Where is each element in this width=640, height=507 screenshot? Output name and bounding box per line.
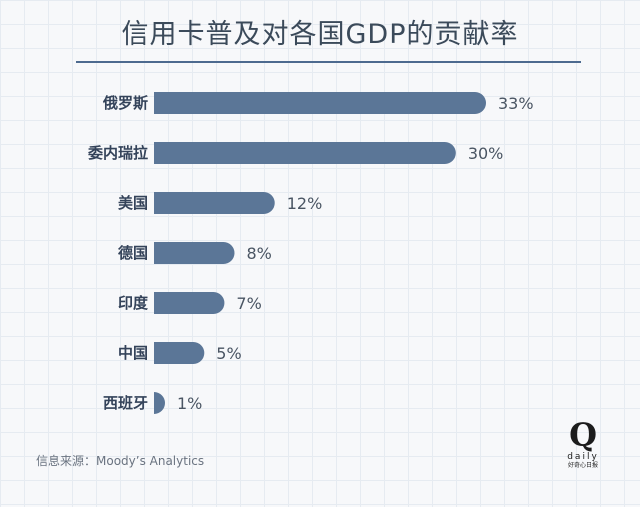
- source-note: 信息来源：Moody’s Analytics: [36, 454, 205, 468]
- category-label: 中国: [118, 344, 148, 362]
- value-label: 30%: [468, 144, 504, 163]
- bar: [154, 392, 165, 414]
- category-label: 印度: [118, 294, 149, 312]
- category-label: 俄罗斯: [102, 94, 148, 112]
- chart-title: 信用卡普及对各国GDP的贡献率: [121, 19, 519, 50]
- value-label: 12%: [287, 194, 323, 213]
- category-label: 德国: [118, 244, 148, 262]
- logo-word: daily: [567, 452, 599, 462]
- value-label: 5%: [216, 344, 241, 363]
- bar: [154, 192, 275, 214]
- category-label: 委内瑞拉: [88, 144, 148, 162]
- value-label: 7%: [236, 294, 261, 313]
- bar: [154, 292, 225, 314]
- value-label: 1%: [177, 394, 202, 413]
- bar: [154, 242, 235, 264]
- category-label: 美国: [118, 194, 148, 212]
- value-label: 33%: [498, 94, 534, 113]
- value-label: 8%: [246, 244, 271, 263]
- bar: [154, 142, 456, 164]
- bar: [154, 92, 486, 114]
- title-divider: [76, 61, 581, 63]
- qdaily-logo: Q daily 好奇心日报: [560, 418, 606, 470]
- logo-tagline: 好奇心日报: [567, 462, 598, 469]
- logo-mark: Q: [569, 416, 597, 454]
- category-label: 西班牙: [103, 394, 148, 412]
- bar: [154, 342, 205, 364]
